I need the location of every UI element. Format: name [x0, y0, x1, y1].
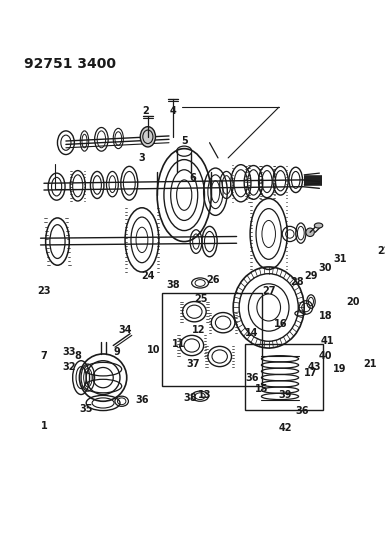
Text: 27: 27 [262, 286, 275, 296]
Text: 13: 13 [198, 390, 211, 400]
Text: 35: 35 [79, 404, 93, 414]
Text: 31: 31 [333, 254, 346, 264]
Text: 32: 32 [62, 361, 76, 372]
Text: 23: 23 [37, 286, 51, 296]
Text: 29: 29 [304, 271, 318, 281]
Text: 92751 3400: 92751 3400 [23, 56, 116, 70]
Text: 6: 6 [189, 173, 196, 183]
Text: 18: 18 [318, 311, 332, 321]
Text: 7: 7 [40, 351, 47, 361]
Text: 12: 12 [192, 325, 205, 335]
Text: 36: 36 [296, 406, 309, 416]
Text: 38: 38 [183, 393, 197, 403]
Text: 14: 14 [245, 328, 259, 338]
Ellipse shape [306, 228, 314, 237]
Text: 38: 38 [166, 280, 180, 289]
Text: 21: 21 [363, 359, 377, 369]
Text: 5: 5 [181, 136, 187, 146]
Text: 33: 33 [62, 348, 76, 357]
Text: 24: 24 [141, 271, 155, 281]
Text: 19: 19 [333, 364, 346, 374]
Text: 41: 41 [321, 336, 335, 346]
Text: 39: 39 [279, 390, 292, 400]
Ellipse shape [140, 127, 156, 147]
Text: 42: 42 [279, 423, 292, 433]
Ellipse shape [314, 223, 323, 228]
Text: 4: 4 [170, 106, 177, 116]
Text: 2: 2 [142, 106, 149, 116]
Text: 9: 9 [113, 348, 120, 357]
Bar [245, 344, 323, 410]
Text: 36: 36 [135, 395, 149, 406]
Text: 25: 25 [194, 294, 208, 304]
Text: 30: 30 [318, 263, 332, 273]
Text: 17: 17 [304, 368, 318, 377]
Text: 11: 11 [172, 339, 186, 349]
Text: 1: 1 [40, 421, 47, 431]
Text: 10: 10 [147, 345, 161, 355]
Text: 20: 20 [346, 296, 360, 306]
Text: 28: 28 [291, 277, 304, 287]
Text: 34: 34 [118, 325, 132, 335]
Text: 40: 40 [318, 351, 332, 361]
Bar [162, 293, 262, 386]
Text: 3: 3 [139, 153, 145, 163]
Text: 15: 15 [255, 384, 269, 394]
Text: 26: 26 [206, 274, 220, 285]
Text: 22: 22 [378, 246, 385, 256]
Text: 16: 16 [274, 319, 287, 329]
Text: 36: 36 [245, 373, 259, 383]
Text: 8: 8 [74, 351, 81, 361]
Text: 43: 43 [308, 361, 321, 372]
Text: 37: 37 [186, 359, 199, 369]
